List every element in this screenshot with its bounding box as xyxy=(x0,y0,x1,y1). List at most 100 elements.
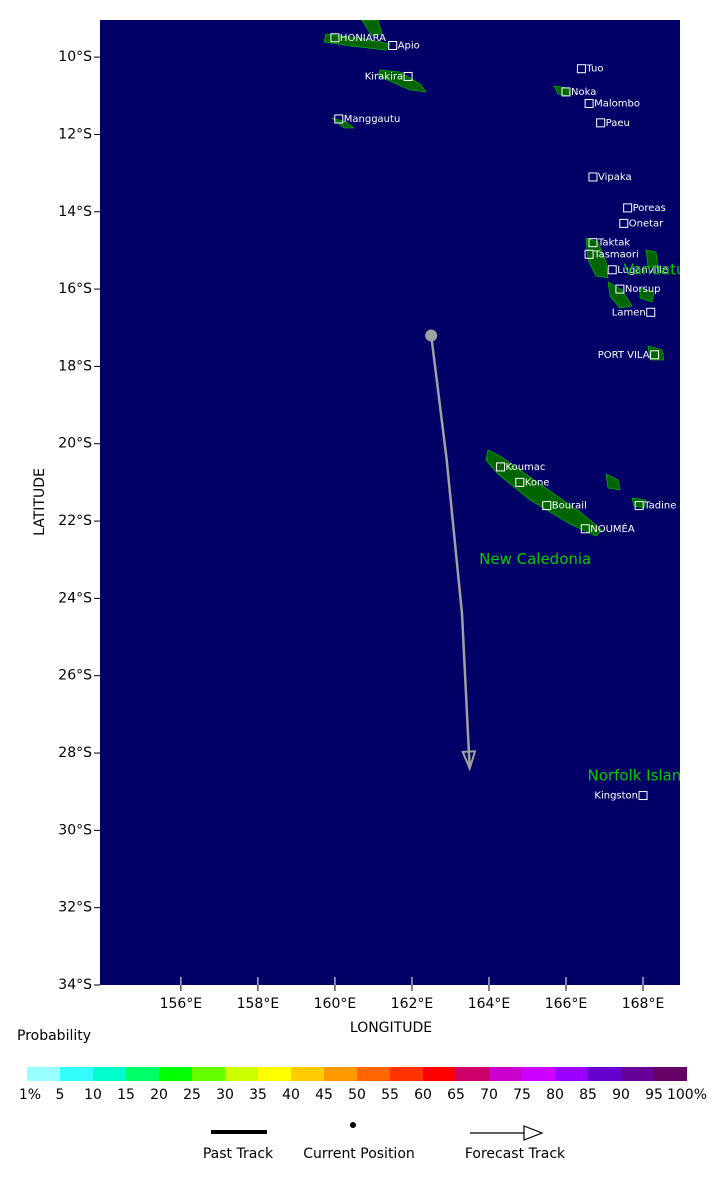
colorbar-label: 80 xyxy=(546,1087,564,1103)
place-label: Kingston xyxy=(594,791,638,802)
colorbar-label: 15 xyxy=(117,1087,135,1103)
colorbar-swatch xyxy=(225,1067,258,1081)
place-label: Tasmaori xyxy=(593,249,639,260)
colorbar-swatch xyxy=(258,1067,291,1081)
colorbar-label: 100% xyxy=(667,1087,707,1103)
place-marker xyxy=(580,524,590,534)
colorbar-label: 25 xyxy=(183,1087,201,1103)
colorbar-swatch xyxy=(27,1067,60,1081)
x-axis-label: LONGITUDE xyxy=(350,1020,432,1036)
legend-label: Current Position xyxy=(303,1146,415,1162)
place-label: Manggautu xyxy=(344,114,401,125)
legend-forecast-arrowhead xyxy=(523,1125,544,1141)
colorbar-label: 50 xyxy=(348,1087,366,1103)
forecast-arrowhead xyxy=(461,750,477,772)
place-marker xyxy=(330,33,340,43)
colorbar-swatch xyxy=(126,1067,159,1081)
colorbar-swatch xyxy=(60,1067,93,1081)
legend-current-position xyxy=(350,1122,356,1128)
colorbar-label: 55 xyxy=(381,1087,399,1103)
ocean xyxy=(100,20,680,985)
region-label: New Caledonia xyxy=(479,550,591,568)
place-label: Vipaka xyxy=(598,172,632,183)
x-tick-label: 158°E xyxy=(237,996,280,1012)
y-tick-label: 30°S xyxy=(58,822,92,838)
y-tick-label: 34°S xyxy=(58,977,92,993)
colorbar-label: 75 xyxy=(513,1087,531,1103)
colorbar-label: 85 xyxy=(579,1087,597,1103)
place-marker xyxy=(561,87,571,97)
place-marker xyxy=(619,218,629,228)
y-tick-label: 26°S xyxy=(58,668,92,684)
place-label: Paeu xyxy=(606,118,630,129)
colorbar-label: 45 xyxy=(315,1087,333,1103)
place-marker xyxy=(542,501,552,511)
colorbar-swatch xyxy=(588,1067,621,1081)
place-marker xyxy=(646,307,656,317)
colorbar-label: 90 xyxy=(612,1087,630,1103)
y-tick-label: 12°S xyxy=(58,126,92,142)
place-label: Onetar xyxy=(629,218,664,229)
y-axis-label: LATITUDE xyxy=(32,468,48,536)
colorbar-swatch xyxy=(456,1067,489,1081)
x-tick-label: 156°E xyxy=(160,996,203,1012)
y-tick-label: 16°S xyxy=(58,281,92,297)
place-label: Kone xyxy=(525,477,550,488)
colorbar-label: 5 xyxy=(56,1087,65,1103)
place-marker xyxy=(634,501,644,511)
y-tick-label: 24°S xyxy=(58,590,92,606)
x-tick-label: 160°E xyxy=(314,996,357,1012)
y-tick-label: 14°S xyxy=(58,204,92,220)
place-label: Luganville xyxy=(617,265,668,276)
overlay: HONIARA Apio Kirakira Manggautu Tuo NokaMalom… xyxy=(330,33,691,802)
colorbar-swatch xyxy=(291,1067,324,1081)
place-marker xyxy=(388,41,398,51)
colorbar-label: 40 xyxy=(282,1087,300,1103)
place-marker xyxy=(334,114,344,124)
x-tick-label: 164°E xyxy=(468,996,511,1012)
place-marker xyxy=(623,203,633,213)
y-tick-label: 18°S xyxy=(58,358,92,374)
colorbar-swatch xyxy=(489,1067,522,1081)
place-marker xyxy=(607,265,617,275)
place-label: HONIARA xyxy=(340,33,386,44)
region-label: Norfolk Island xyxy=(588,767,691,785)
place-marker xyxy=(588,172,598,182)
place-marker xyxy=(403,71,413,81)
colorbar-label: 35 xyxy=(249,1087,267,1103)
colorbar-swatch xyxy=(654,1067,687,1081)
colorbar-label: 20 xyxy=(150,1087,168,1103)
place-label: Apio xyxy=(398,41,420,52)
place-marker xyxy=(576,64,586,74)
colorbar-swatch xyxy=(357,1067,390,1081)
place-label: Koumac xyxy=(506,462,546,473)
y-tick-label: 28°S xyxy=(58,745,92,761)
place-marker xyxy=(650,350,660,360)
place-label: NOUMÉA xyxy=(590,522,635,535)
legend-label: Past Track xyxy=(203,1146,274,1162)
y-tick-label: 22°S xyxy=(58,513,92,529)
colorbar-label: 65 xyxy=(447,1087,465,1103)
place-marker xyxy=(638,791,648,801)
region-label: Vanuatu xyxy=(624,260,686,278)
forecast-track xyxy=(429,335,471,769)
colorbar-swatch xyxy=(423,1067,456,1081)
colorbar-swatch xyxy=(192,1067,225,1081)
current-position xyxy=(425,329,438,342)
land xyxy=(323,20,665,537)
place-marker xyxy=(496,462,506,472)
colorbar-label: 60 xyxy=(414,1087,432,1103)
colorbar-swatch xyxy=(159,1067,192,1081)
legend-label: Forecast Track xyxy=(465,1146,566,1162)
y-tick-label: 20°S xyxy=(58,436,92,452)
place-marker xyxy=(588,238,598,248)
place-label: Norsup xyxy=(625,284,661,295)
place-marker xyxy=(584,249,594,259)
place-marker xyxy=(584,99,594,109)
y-tick-label: 32°S xyxy=(58,900,92,916)
x-tick-label: 166°E xyxy=(545,996,588,1012)
place-label: Poreas xyxy=(633,203,666,214)
colorbar-title: Probability xyxy=(17,1028,91,1044)
place-label: PORT VILA xyxy=(598,350,650,361)
